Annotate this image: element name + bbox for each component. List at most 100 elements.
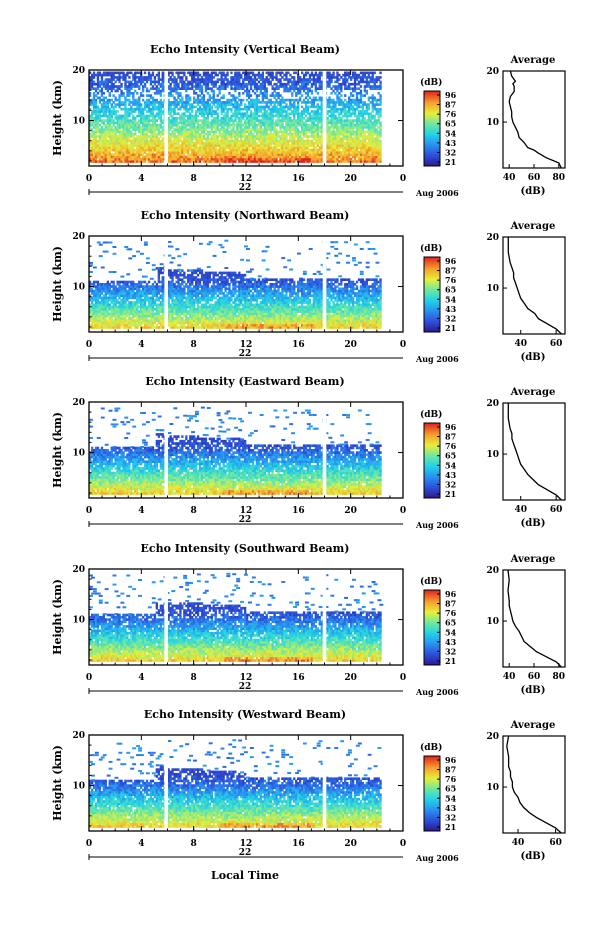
colorbar-tick-label: 76 xyxy=(445,774,457,784)
colorbar-unit: (dB) xyxy=(420,77,442,88)
date-label: Aug 2006 xyxy=(415,188,459,198)
profile-x-label: (dB) xyxy=(521,352,546,363)
colorbar-tick-label: 96 xyxy=(445,256,457,266)
date-label: Aug 2006 xyxy=(415,520,459,530)
x-tick-label: 0 xyxy=(400,506,406,516)
x-tick-label: 0 xyxy=(400,673,406,683)
colorbar-tick-label: 65 xyxy=(445,618,456,628)
x-tick-label: 0 xyxy=(86,340,92,350)
x-tick-label: 20 xyxy=(344,340,357,350)
y-axis-label: Height (km) xyxy=(51,745,64,821)
colorbar-tick-label: 96 xyxy=(445,755,457,765)
heatmap-cells xyxy=(89,406,382,495)
colorbar-tick-label: 21 xyxy=(445,489,456,499)
heatmap-cells xyxy=(89,572,384,662)
profile-line xyxy=(506,735,562,834)
data-gap xyxy=(322,70,327,166)
x-tick-label: 0 xyxy=(400,839,406,849)
profile-y-tick-label: 20 xyxy=(486,566,499,576)
y-axis-label: Height (km) xyxy=(51,246,64,322)
x-tick-label: 16 xyxy=(292,340,305,350)
profile-y-tick-label: 10 xyxy=(486,118,499,128)
x-tick-label: 16 xyxy=(292,506,305,516)
y-axis-label: Height (km) xyxy=(51,579,64,655)
day-label: 22 xyxy=(239,183,252,193)
y-axis-label: Height (km) xyxy=(51,412,64,488)
x-tick-label: 4 xyxy=(138,673,144,683)
colorbar xyxy=(423,256,441,333)
colorbar-tick-label: 43 xyxy=(445,138,457,148)
profile-frame xyxy=(502,735,566,834)
colorbar-tick-label: 54 xyxy=(445,128,457,138)
colorbar-tick-label: 54 xyxy=(445,294,457,304)
colorbar-tick-label: 43 xyxy=(445,304,457,314)
colorbar-tick-label: 54 xyxy=(445,627,457,637)
x-tick-label: 0 xyxy=(86,506,92,516)
colorbar-tick-label: 76 xyxy=(445,275,457,285)
chart-title: Echo Intensity (Eastward Beam) xyxy=(145,375,344,388)
colorbar-tick-label: 65 xyxy=(445,119,456,129)
y-tick-label: 10 xyxy=(72,782,85,792)
day-label: 22 xyxy=(239,848,252,858)
y-tick-label: 20 xyxy=(72,565,85,575)
x-tick-label: 8 xyxy=(191,506,197,516)
x-tick-label: 20 xyxy=(344,506,357,516)
colorbar-tick-label: 32 xyxy=(445,147,456,157)
colorbar-tick-label: 43 xyxy=(445,637,457,647)
profile-y-tick-label: 20 xyxy=(486,233,499,243)
x-tick-label: 12 xyxy=(240,340,253,350)
day-label: 22 xyxy=(239,515,252,525)
profile-line xyxy=(507,403,562,501)
x-tick-label: 4 xyxy=(138,340,144,350)
colorbar-unit: (dB) xyxy=(420,742,442,753)
colorbar-tick-label: 54 xyxy=(445,460,457,470)
heatmap-cells xyxy=(89,239,382,329)
x-tick-label: 20 xyxy=(344,839,357,849)
x-tick-label: 20 xyxy=(344,174,357,184)
x-tick-label: 8 xyxy=(191,340,197,350)
profile-x-label: (dB) xyxy=(521,186,546,197)
data-gap xyxy=(164,402,168,498)
profile-x-tick-label: 40 xyxy=(503,672,516,682)
x-tick-label: 0 xyxy=(86,839,92,849)
x-tick-label: 0 xyxy=(400,174,406,184)
profile-line xyxy=(507,569,562,668)
profile-y-tick-label: 20 xyxy=(486,399,499,409)
x-tick-label: 4 xyxy=(138,839,144,849)
data-gap xyxy=(164,70,168,166)
profile-x-tick-label: 60 xyxy=(528,672,541,682)
x-tick-label: 8 xyxy=(191,673,197,683)
colorbar-tick-label: 87 xyxy=(445,432,456,442)
x-tick-label: 20 xyxy=(344,673,357,683)
colorbar-tick-label: 43 xyxy=(445,470,457,480)
y-tick-label: 10 xyxy=(72,449,85,459)
x-tick-label: 16 xyxy=(292,839,305,849)
profile-frame xyxy=(502,402,566,501)
colorbar xyxy=(423,589,441,666)
profile-y-tick-label: 10 xyxy=(486,617,499,627)
y-tick-label: 20 xyxy=(72,398,85,408)
colorbar-tick-label: 76 xyxy=(445,441,457,451)
x-tick-label: 12 xyxy=(240,673,253,683)
colorbar-tick-label: 87 xyxy=(445,266,456,276)
chart-title: Echo Intensity (Westward Beam) xyxy=(144,708,346,721)
colorbar-tick-label: 21 xyxy=(445,656,456,666)
profile-x-tick-label: 60 xyxy=(528,173,541,183)
profile-x-label: (dB) xyxy=(521,518,546,529)
colorbar-tick-label: 65 xyxy=(445,285,456,295)
day-label: 22 xyxy=(239,349,252,359)
x-tick-label: 8 xyxy=(191,174,197,184)
y-tick-label: 20 xyxy=(72,232,85,242)
data-gap xyxy=(164,569,168,665)
y-tick-label: 10 xyxy=(72,616,85,626)
chart-title: Echo Intensity (Southward Beam) xyxy=(141,542,350,555)
data-gap xyxy=(322,236,327,332)
colorbar-tick-label: 76 xyxy=(445,109,457,119)
y-tick-label: 20 xyxy=(72,66,85,76)
colorbar-tick-label: 32 xyxy=(445,479,456,489)
profile-x-tick-label: 80 xyxy=(553,672,566,682)
colorbar-tick-label: 96 xyxy=(445,422,457,432)
day-label: 22 xyxy=(239,682,252,692)
profile-title: Average xyxy=(510,720,556,731)
profile-y-tick-label: 20 xyxy=(486,732,499,742)
